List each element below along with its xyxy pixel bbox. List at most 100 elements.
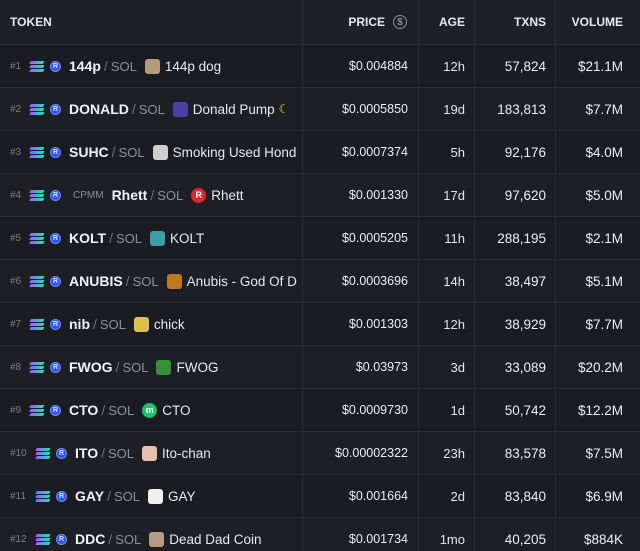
token-symbol: SUHC [69,144,109,160]
rank-number: #10 [10,447,27,459]
quote-symbol: SOL [115,531,142,547]
header-volume[interactable]: VOLUME [571,15,623,29]
table-row[interactable]: #1 R 144p / SOL 144p dog $0.004884 12h 57,824 $21… [0,45,640,88]
txns-cell: 97,620 [475,174,556,216]
price-cell: $0.001664 [303,475,419,517]
txns-cell: 83,578 [475,432,556,474]
quote-symbol: SOL [118,144,145,160]
price-cell: $0.001734 [303,518,419,551]
age-cell: 12h [419,45,475,87]
table-row[interactable]: #9 R CTO / SOL m CTO $0.0009730 1d 50,742 $12.2M [0,389,640,432]
token-cell[interactable]: #12 R DDC / SOL Dead Dad Coin [0,518,303,551]
quote-symbol: SOL [108,402,135,418]
header-price[interactable]: PRICE $ [303,0,419,44]
pair-separator: / [111,144,116,160]
pair-separator: / [131,101,136,117]
token-cell[interactable]: #1 R 144p / SOL 144p dog [0,45,303,87]
raydium-icon: R [56,490,67,502]
txns-cell: 38,497 [475,260,556,302]
token-name: GAY [167,488,196,504]
token-avatar: R [191,187,207,203]
raydium-icon: R [50,189,61,201]
table-row[interactable]: #2 R DONALD / SOL Donald Pump ☾ $0.0005850 19d 18… [0,88,640,131]
table-row[interactable]: #11 R GAY / SOL GAY $0.001664 2d 83,840 $6.9M [0,475,640,518]
table-row[interactable]: #6 R ANUBIS / SOL Anubis - God Of D $0.0003696… [0,260,640,303]
age-cell: 1d [419,389,475,431]
solana-icon [29,232,45,244]
token-name: CTO [162,402,191,418]
age-cell: 12h [419,303,475,345]
token-avatar [149,531,165,547]
token-cell[interactable]: #6 R ANUBIS / SOL Anubis - God Of D [0,260,303,302]
age-cell: 23h [419,432,475,474]
pair-separator: / [115,359,120,375]
price-cell: $0.0003696 [303,260,419,302]
token-avatar [144,58,160,74]
table-row[interactable]: #3 R SUHC / SOL Smoking Used Hond $0.0007374 5h… [0,131,640,174]
solana-icon [29,146,45,158]
token-cell[interactable]: #5 R KOLT / SOL KOLT [0,217,303,259]
token-symbol: DONALD [69,101,129,117]
txns-cell: 50,742 [475,389,556,431]
token-name: 144p dog [164,58,222,74]
raydium-icon: R [50,232,61,244]
pair-separator: / [150,187,155,203]
token-cell[interactable]: #4 R CPMM Rhett / SOL R Rhett [0,174,303,216]
pool-type-badge: CPMM [73,189,104,201]
token-cell[interactable]: #3 R SUHC / SOL Smoking Used Hond [0,131,303,173]
dollar-circle-icon[interactable]: $ [393,15,407,29]
solana-icon [29,318,45,330]
pair-separator: / [108,531,113,547]
solana-icon [29,189,45,201]
table-row[interactable]: #4 R CPMM Rhett / SOL R Rhett $0.001330 17d 97,620… [0,174,640,217]
token-cell[interactable]: #2 R DONALD / SOL Donald Pump ☾ [0,88,303,130]
quote-symbol: SOL [138,101,165,117]
token-avatar: m [142,402,158,418]
age-cell: 19d [419,88,475,130]
solana-icon [29,103,45,115]
token-symbol: KOLT [69,230,107,246]
rank-number: #1 [10,60,22,72]
table-row[interactable]: #12 R DDC / SOL Dead Dad Coin $0.001734 1mo 40,2… [0,518,640,551]
age-cell: 14h [419,260,475,302]
token-avatar [133,316,149,332]
raydium-icon: R [56,447,67,459]
txns-cell: 40,205 [475,518,556,551]
header-txns[interactable]: TXNS [475,0,556,44]
price-cell: $0.001330 [303,174,419,216]
age-cell: 1mo [419,518,475,551]
volume-cell: $12.2M [577,402,623,418]
volume-cell: $7.7M [585,101,623,117]
token-cell[interactable]: #8 R FWOG / SOL FWOG [0,346,303,388]
header-age[interactable]: AGE [419,0,475,44]
volume-cell: $20.2M [577,359,623,375]
token-cell[interactable]: #10 R ITO / SOL Ito-chan [0,432,303,474]
txns-cell: 57,824 [475,45,556,87]
solana-icon [35,533,51,545]
quote-symbol: SOL [110,58,137,74]
rank-number: #6 [10,275,22,287]
table-row[interactable]: #10 R ITO / SOL Ito-chan $0.00002322 23h 83,578 $… [0,432,640,475]
header-token[interactable]: TOKEN [0,0,303,44]
volume-cell: $6.9M [585,488,623,504]
token-symbol: CTO [69,402,99,418]
table-row[interactable]: #8 R FWOG / SOL FWOG $0.03973 3d 33,089 $20.2M [0,346,640,389]
volume-cell: $5.1M [585,273,623,289]
age-cell: 2d [419,475,475,517]
quote-symbol: SOL [132,273,159,289]
raydium-icon: R [50,404,61,416]
token-cell[interactable]: #11 R GAY / SOL GAY [0,475,303,517]
token-cell[interactable]: #9 R CTO / SOL m CTO [0,389,303,431]
token-name: Dead Dad Coin [169,531,262,547]
solana-icon [29,404,45,416]
price-cell: $0.00002322 [303,432,419,474]
price-cell: $0.001303 [303,303,419,345]
token-symbol: GAY [75,488,105,504]
price-cell: $0.03973 [303,346,419,388]
token-name: Smoking Used Hond [172,144,297,160]
rank-number: #11 [10,490,26,502]
table-row[interactable]: #5 R KOLT / SOL KOLT $0.0005205 11h 288,195 $2.1M [0,217,640,260]
